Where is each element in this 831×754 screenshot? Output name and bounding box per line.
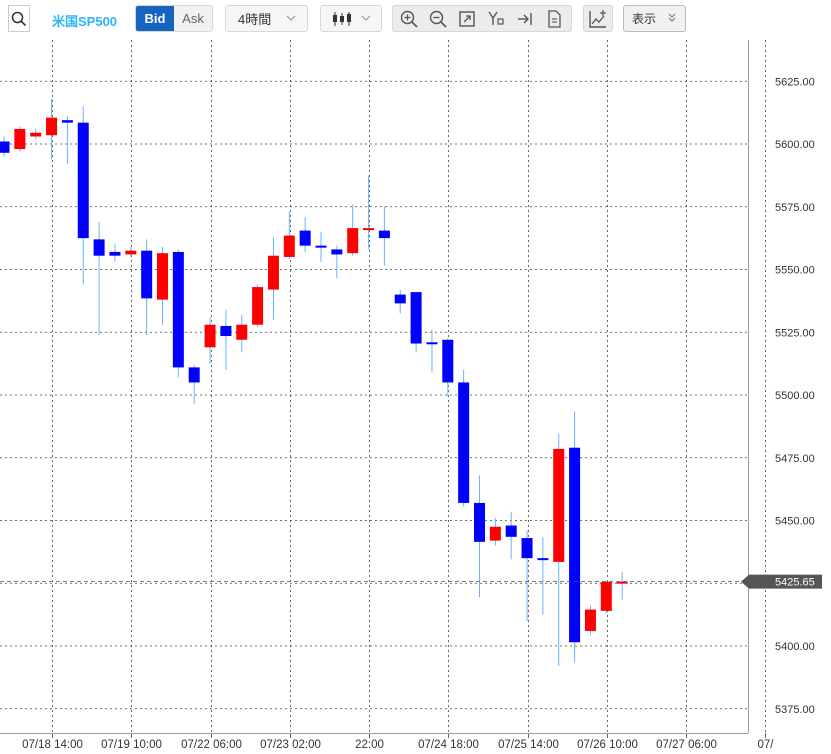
search-button[interactable] — [8, 5, 30, 32]
x-tick-label: 07/19 10:00 — [101, 739, 162, 751]
y-tick-label: 5375.00 — [775, 704, 815, 716]
candle-body[interactable] — [489, 526, 501, 541]
candle-body[interactable] — [93, 239, 105, 256]
grid-lines — [0, 40, 766, 733]
x-tick-label: 07/24 18:00 — [418, 739, 479, 751]
candle-body[interactable] — [363, 228, 375, 231]
y-tick-label: 5450.00 — [775, 516, 815, 528]
document-icon[interactable] — [544, 9, 564, 29]
candle-body[interactable] — [141, 250, 153, 299]
x-tick-label: 07/25 14:00 — [498, 739, 559, 751]
x-tick-label: 07/27 06:00 — [656, 739, 717, 751]
candle-body[interactable] — [267, 255, 279, 290]
candle-body[interactable] — [537, 558, 549, 561]
candle-body[interactable] — [474, 502, 485, 542]
y-tick-label: 5525.00 — [775, 327, 815, 339]
candle-body[interactable] — [46, 117, 58, 136]
chevron-down-icon — [286, 15, 296, 21]
candle-body[interactable] — [61, 120, 73, 123]
y-tick-label: 5625.00 — [775, 76, 815, 88]
x-tick-label: 07/18 14:00 — [22, 739, 83, 751]
add-indicator-icon — [589, 10, 606, 28]
candle-body[interactable] — [347, 228, 359, 254]
view-label: 表示 — [632, 12, 657, 26]
candle-body[interactable] — [14, 128, 26, 150]
axes: 5375.005400.005425.005450.005475.005500.… — [0, 40, 822, 751]
fit-screen-icon[interactable] — [457, 9, 477, 29]
x-tick-label: 07/ — [758, 739, 775, 751]
candle-body[interactable] — [331, 249, 343, 255]
candle-body[interactable] — [77, 122, 89, 239]
bid-button[interactable]: Bid — [136, 6, 174, 31]
add-indicator-button[interactable] — [583, 5, 613, 32]
y-tick-label: 5400.00 — [775, 641, 815, 653]
y-tick-label: 5575.00 — [775, 202, 815, 214]
zoom-out-icon[interactable] — [428, 9, 448, 29]
candle-body[interactable] — [299, 230, 311, 246]
y-tick-label: 5475.00 — [775, 453, 815, 465]
zoom-in-icon[interactable] — [399, 9, 419, 29]
candle-body[interactable] — [600, 581, 612, 611]
symbol-label[interactable]: 米国SP500 — [52, 14, 118, 29]
candle-body[interactable] — [378, 230, 390, 239]
y-tick-label: 5550.00 — [775, 265, 815, 277]
candle-body[interactable] — [30, 132, 42, 137]
candle-body[interactable] — [521, 538, 533, 559]
candle-body[interactable] — [394, 294, 406, 304]
ask-button[interactable]: Ask — [174, 6, 212, 31]
candle-body[interactable] — [458, 382, 470, 503]
candle-body[interactable] — [505, 525, 517, 537]
auto-scale-icon[interactable] — [486, 9, 506, 29]
candle-body[interactable] — [220, 325, 232, 337]
candle-body[interactable] — [125, 250, 137, 255]
y-tick-label: 5500.00 — [775, 390, 815, 402]
candle-body[interactable] — [616, 581, 628, 584]
interval-value: 4時間 — [238, 12, 272, 27]
x-tick-label: 07/22 06:00 — [181, 739, 242, 751]
candle-body[interactable] — [157, 253, 168, 300]
candlestick-chart[interactable]: 5375.005400.005425.005450.005475.005500.… — [0, 40, 831, 754]
candle-body[interactable] — [188, 367, 200, 383]
x-tick-label: 22:00 — [355, 739, 384, 751]
x-tick-label: 07/26 10:00 — [577, 739, 638, 751]
candles — [0, 98, 628, 667]
candle-body[interactable] — [204, 324, 216, 348]
candle-body[interactable] — [236, 324, 248, 340]
chart-type-select[interactable] — [320, 5, 382, 32]
search-icon — [11, 11, 27, 26]
last-price-label: 5425.65 — [775, 577, 815, 589]
last-price-badge — [741, 574, 822, 589]
price-side-toggle: Bid Ask — [135, 5, 213, 32]
chevron-down-icon — [361, 15, 371, 21]
candle-body[interactable] — [442, 339, 454, 383]
candle-body[interactable] — [172, 251, 184, 368]
scroll-to-end-icon[interactable] — [515, 9, 535, 29]
x-tick-label: 07/23 02:00 — [260, 739, 321, 751]
double-chevron-down-icon — [668, 13, 676, 22]
candlestick-icon — [333, 12, 351, 26]
candle-body[interactable] — [0, 141, 10, 153]
candle-body[interactable] — [283, 235, 295, 257]
candle-body[interactable] — [569, 447, 581, 643]
candle-body[interactable] — [252, 287, 264, 325]
y-tick-label: 5600.00 — [775, 139, 815, 151]
chart-toolbar: 米国SP500 Bid Ask 4時間 — [0, 0, 831, 40]
candle-body[interactable] — [315, 245, 327, 248]
candle-body[interactable] — [553, 448, 565, 562]
candle-body[interactable] — [426, 342, 438, 345]
chart-tools-group — [392, 5, 572, 32]
view-menu-button[interactable]: 表示 — [623, 5, 686, 32]
candle-body[interactable] — [109, 251, 121, 256]
candle-body[interactable] — [584, 609, 596, 631]
interval-select[interactable]: 4時間 — [225, 5, 308, 32]
candle-body[interactable] — [410, 292, 422, 344]
